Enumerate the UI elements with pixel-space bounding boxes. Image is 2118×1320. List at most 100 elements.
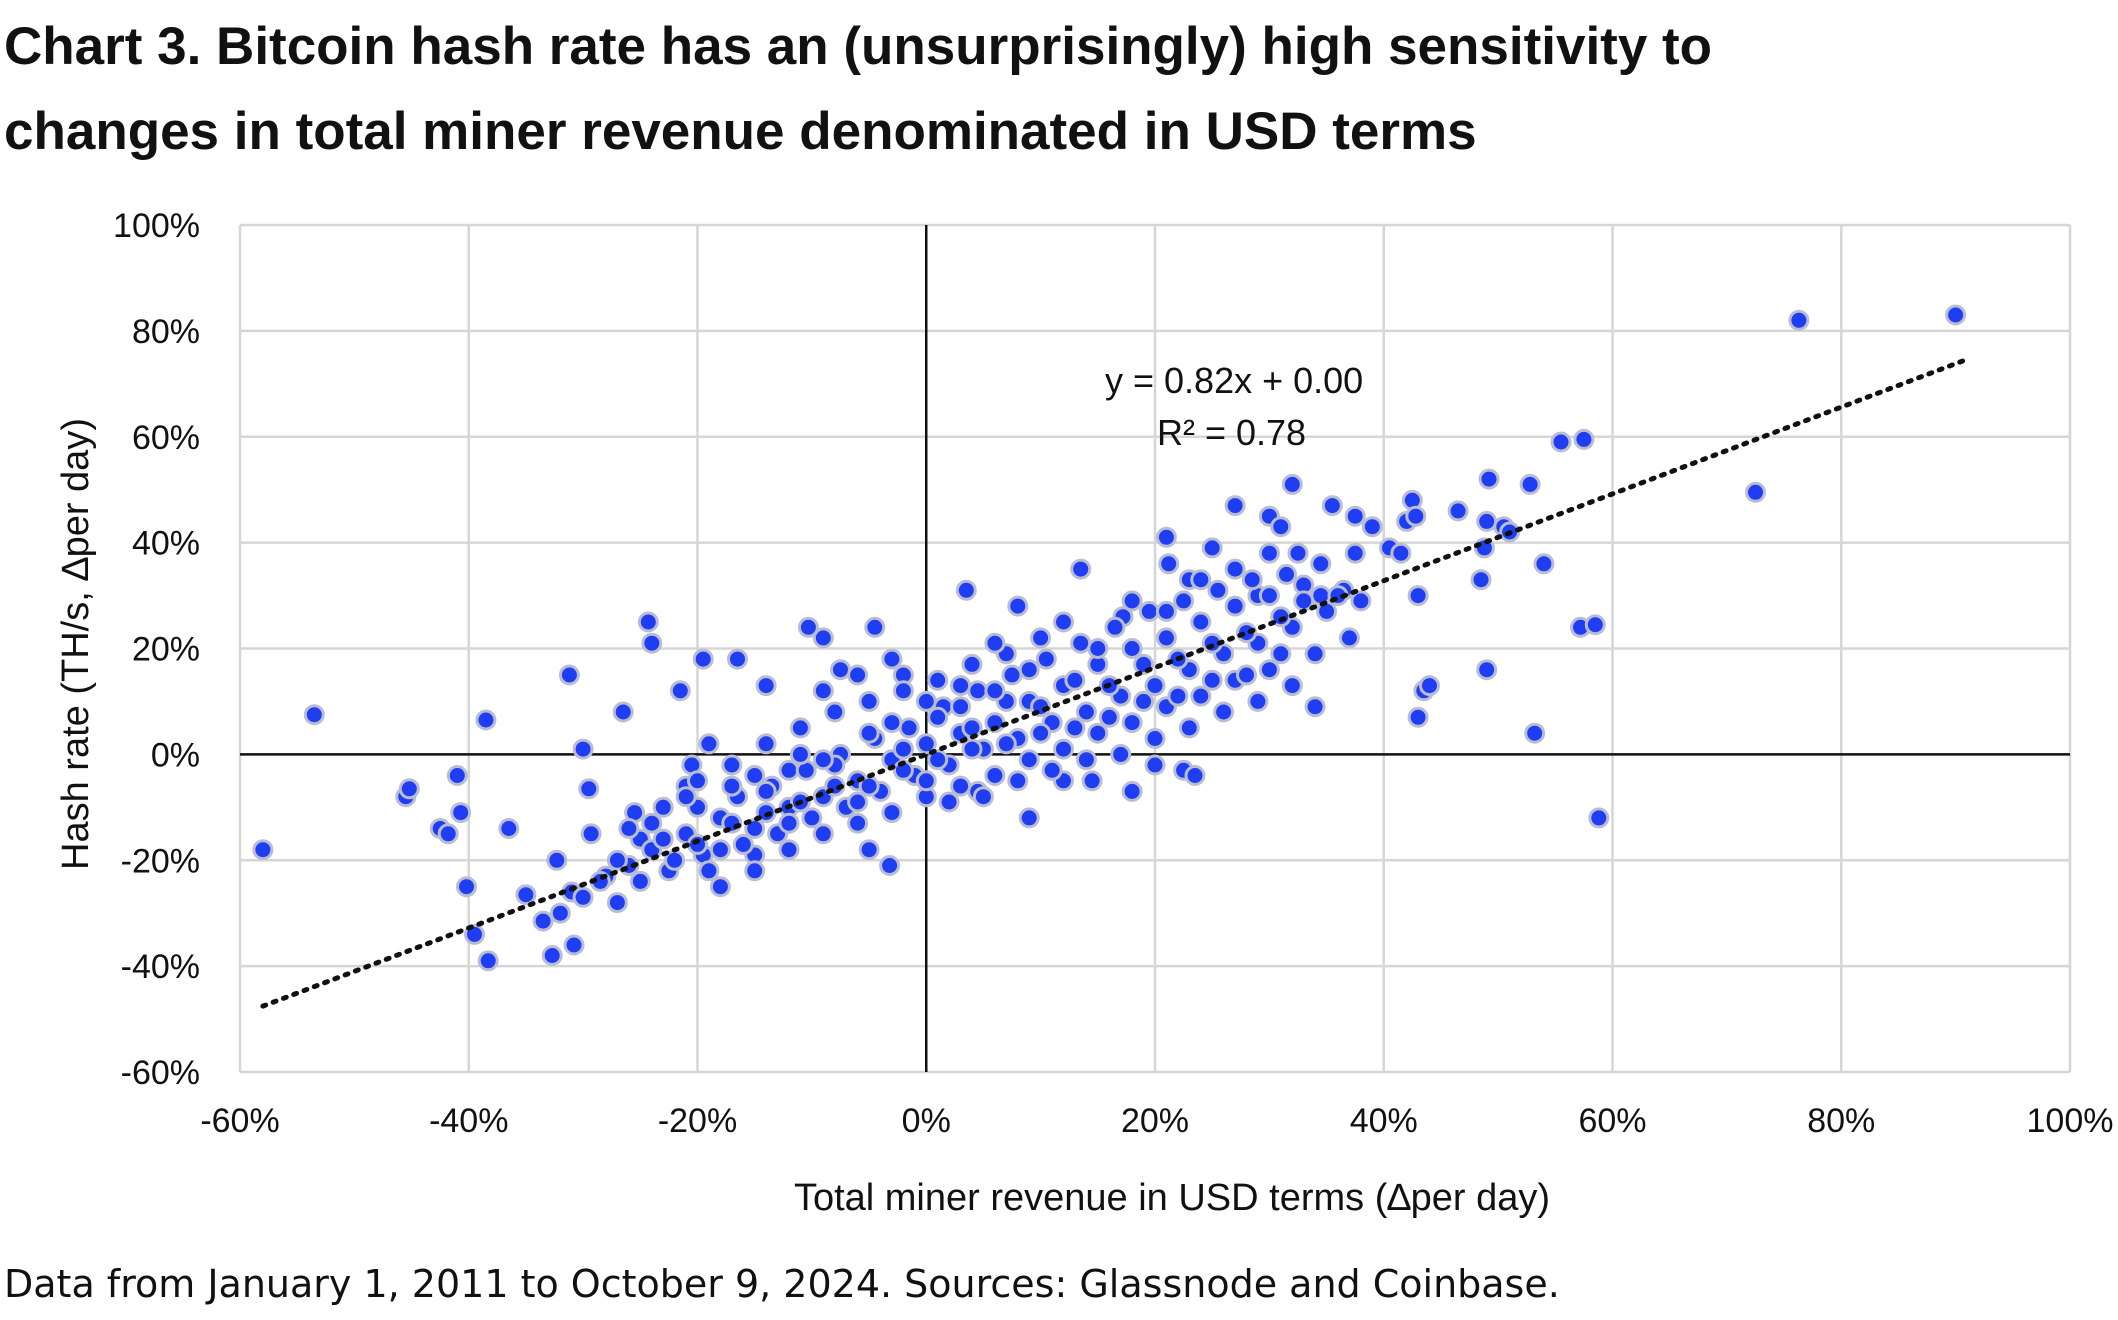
data-point [984, 765, 1006, 786]
data-point [1018, 807, 1040, 829]
data-point [1075, 701, 1097, 723]
data-point [847, 812, 869, 834]
data-point [498, 818, 520, 839]
data-point [1224, 595, 1246, 617]
data-point [446, 765, 468, 786]
data-point [1070, 558, 1092, 580]
data-point [1053, 611, 1074, 633]
y-tick-label: -60% [121, 1054, 200, 1092]
data-point [558, 664, 580, 686]
data-point [1133, 690, 1155, 712]
data-point [578, 778, 600, 800]
data-point [778, 812, 800, 834]
data-point [637, 611, 659, 633]
data-point [778, 839, 800, 861]
data-point [778, 759, 800, 781]
data-point [1087, 638, 1109, 659]
data-point [1081, 770, 1103, 792]
data-point [755, 675, 777, 697]
data-point [1276, 563, 1297, 585]
trendline-equation: y = 0.82x + 0.00 [1105, 360, 1363, 401]
data-point [789, 743, 811, 765]
data-point [732, 833, 754, 855]
trendline [260, 356, 1970, 1009]
data-point [812, 823, 834, 845]
data-point [477, 950, 499, 972]
x-tick-label: 100% [2027, 1102, 2114, 1140]
data-point [546, 849, 568, 871]
data-point [580, 823, 602, 845]
data-point [858, 839, 880, 861]
data-point [1138, 600, 1160, 622]
data-point [618, 818, 640, 839]
data-point [1104, 616, 1126, 638]
r-squared-label: R² = 0.78 [1157, 412, 1306, 453]
data-point [652, 828, 674, 850]
data-point [698, 733, 720, 755]
data-point [1519, 473, 1541, 495]
data-point [727, 648, 748, 670]
data-point [801, 807, 823, 829]
chart-title: Chart 3. Bitcoin hash rate has an (unsur… [4, 4, 2104, 174]
data-point [515, 884, 537, 906]
data-point [1201, 537, 1223, 559]
data-point [847, 664, 869, 686]
data-point [1390, 542, 1412, 564]
y-tick-label: 100% [113, 207, 200, 245]
x-tick-label: -60% [200, 1102, 279, 1140]
data-point [1144, 754, 1166, 776]
data-point [1070, 632, 1092, 654]
data-point [1344, 505, 1366, 527]
data-point [1155, 600, 1177, 622]
data-point [606, 849, 628, 871]
data-point [984, 680, 1006, 702]
data-point [961, 738, 983, 760]
x-tick-label: -40% [429, 1102, 508, 1140]
y-tick-label: 0% [151, 736, 200, 774]
data-point [864, 616, 886, 638]
data-point [1236, 664, 1257, 686]
data-point [797, 616, 819, 638]
data-point [1945, 304, 1967, 326]
data-point [938, 791, 960, 813]
data-point [641, 632, 663, 654]
data-point [1361, 516, 1383, 538]
data-point [1190, 685, 1212, 707]
zero-axes [240, 225, 2070, 1072]
data-point [1745, 481, 1766, 503]
data-point [252, 839, 274, 861]
data-point [1310, 553, 1332, 575]
data-point [1064, 669, 1086, 691]
data-point [1270, 516, 1292, 538]
data-point [1207, 579, 1229, 601]
data-point [961, 653, 983, 675]
trendline-line [260, 356, 1970, 1009]
data-point [1321, 495, 1343, 517]
x-tick-labels: -60% -40% -20% 0% 20% 40% 60% 80% 100% [200, 1102, 2113, 1140]
data-point [1190, 611, 1212, 633]
data-point [1281, 473, 1303, 495]
data-point [995, 733, 1017, 755]
data-point [1241, 569, 1263, 591]
data-point [1213, 701, 1235, 723]
data-point [1007, 770, 1029, 792]
data-point [1001, 664, 1023, 686]
data-point [1447, 500, 1469, 522]
y-tick-label: 80% [132, 313, 200, 351]
data-point [1338, 627, 1360, 649]
data-point [1075, 749, 1097, 771]
data-point [1144, 728, 1166, 749]
data-point [606, 892, 628, 914]
data-point [1407, 585, 1429, 607]
data-point [641, 812, 663, 834]
data-point [398, 778, 420, 800]
data-point [1224, 558, 1246, 580]
data-point [721, 754, 743, 776]
data-point [1155, 526, 1177, 548]
grid-lines [238, 223, 2072, 1074]
data-point [572, 738, 594, 760]
data-point [629, 870, 651, 892]
data-point [755, 733, 777, 755]
data-point [744, 860, 766, 882]
data-point [1304, 696, 1326, 718]
